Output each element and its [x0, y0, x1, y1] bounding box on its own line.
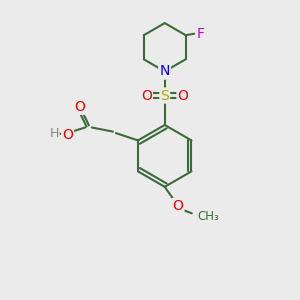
- Text: O: O: [178, 88, 188, 103]
- Text: O: O: [62, 128, 73, 142]
- Text: CH₃: CH₃: [197, 210, 219, 223]
- Text: N: N: [160, 64, 170, 78]
- Text: O: O: [141, 88, 152, 103]
- Text: S: S: [160, 88, 169, 103]
- Text: O: O: [74, 100, 86, 114]
- Text: F: F: [196, 27, 204, 41]
- Text: O: O: [172, 199, 183, 213]
- Text: H: H: [50, 127, 59, 140]
- Text: N: N: [160, 64, 170, 78]
